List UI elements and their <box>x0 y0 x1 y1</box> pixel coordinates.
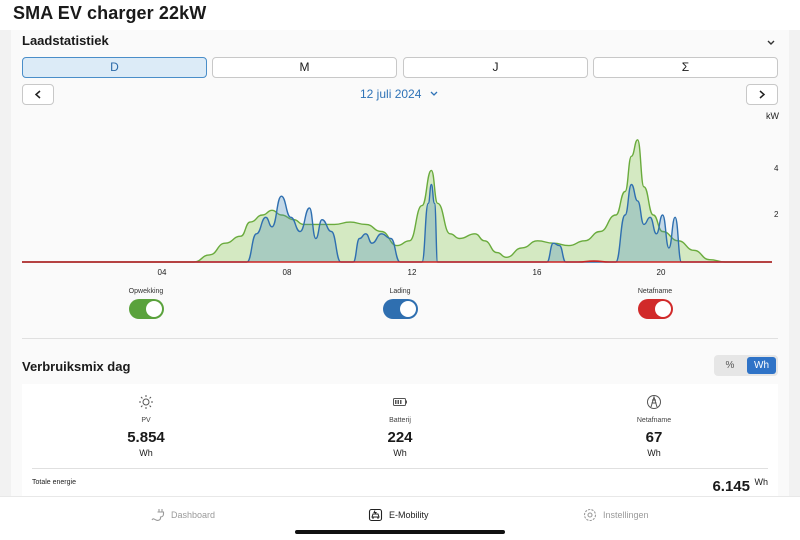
battery-icon <box>393 398 407 406</box>
next-day-button[interactable] <box>746 84 778 105</box>
date-selector[interactable]: 12 juli 2024 <box>360 87 439 101</box>
toggle-opwekking[interactable] <box>128 299 164 319</box>
sun-icon <box>139 395 153 409</box>
mix-label: PV <box>141 417 151 424</box>
legend-label: Netafname <box>637 288 673 295</box>
mix-item-pv: PV 5.854 Wh <box>86 394 206 458</box>
legend-label: Opwekking <box>128 288 164 295</box>
period-tab-day[interactable]: D <box>22 57 207 78</box>
mix-section-title: Verbruiksmix dag <box>22 359 131 374</box>
total-energy-label: Totale energie <box>32 479 76 486</box>
gear-icon <box>583 508 597 522</box>
legend-lading: Lading <box>365 288 435 324</box>
legend-label: Lading <box>389 288 411 295</box>
series-line-netafname <box>22 260 772 263</box>
home-indicator <box>295 530 505 534</box>
collapse-chevron-icon[interactable] <box>764 35 778 49</box>
mix-value: 5.854 <box>127 429 165 446</box>
unit-toggle: % Wh <box>714 355 778 376</box>
chevron-left-icon <box>34 90 41 99</box>
mix-panel: PV 5.854 Wh Batterij 224 Wh Netafname 67… <box>22 384 778 496</box>
app-header: SMA EV charger 22kW <box>0 0 800 30</box>
grid-pylon-icon <box>647 395 661 409</box>
tab-label: Instellingen <box>603 510 649 520</box>
mix-item-batterij: Batterij 224 Wh <box>340 394 460 458</box>
unit-option-wh[interactable]: Wh <box>747 357 776 374</box>
mix-item-netafname: Netafname 67 Wh <box>594 394 714 458</box>
plug-icon <box>151 509 165 521</box>
mix-unit: Wh <box>139 448 153 458</box>
tab-dashboard[interactable]: Dashboard <box>150 507 215 523</box>
tab-label: Dashboard <box>171 510 216 520</box>
legend-opwekking: Opwekking <box>111 288 181 324</box>
x-tick-label: 16 <box>532 268 542 277</box>
series-area-opwekking <box>22 139 772 262</box>
x-tick-label: 20 <box>656 268 666 277</box>
legend-netafname: Netafname <box>620 288 690 324</box>
tab-e-mobility[interactable]: E-Mobility <box>368 507 429 523</box>
stats-section-title: Laadstatistiek <box>22 33 109 48</box>
unit-option-percent[interactable]: % <box>725 360 735 371</box>
date-label: 12 juli 2024 <box>360 87 422 101</box>
mix-divider <box>32 468 768 469</box>
ev-car-icon <box>368 508 383 522</box>
prev-day-button[interactable] <box>22 84 54 105</box>
chevron-right-icon <box>759 90 766 99</box>
toggle-lading[interactable] <box>382 299 418 319</box>
mix-unit: Wh <box>647 448 661 458</box>
mix-label: Batterij <box>389 417 411 424</box>
mix-value: 224 <box>387 429 413 446</box>
tab-label: E-Mobility <box>389 510 429 520</box>
toggle-netafname[interactable] <box>637 299 673 319</box>
total-energy-unit: Wh <box>754 477 769 487</box>
series-line-opwekking <box>22 139 772 263</box>
y-tick-label: 4 <box>774 164 779 173</box>
mix-label: Netafname <box>636 417 672 424</box>
total-energy-value: 6.145 <box>712 478 750 495</box>
mix-unit: Wh <box>393 448 407 458</box>
mix-value: 67 <box>645 429 663 446</box>
x-tick-label: 08 <box>282 268 292 277</box>
charging-chart <box>22 139 772 263</box>
chart-unit-label: kW <box>766 111 779 121</box>
x-tick-label: 12 <box>407 268 417 277</box>
section-divider <box>22 338 778 339</box>
period-tab-total[interactable]: Σ <box>593 57 778 78</box>
period-tab-month[interactable]: M <box>212 57 397 78</box>
chevron-down-icon <box>430 91 438 96</box>
period-tab-year[interactable]: J <box>403 57 588 78</box>
y-tick-label: 2 <box>774 210 779 219</box>
x-tick-label: 04 <box>157 268 167 277</box>
app-title: SMA EV charger 22kW <box>13 3 207 23</box>
tab-instellingen[interactable]: Instellingen <box>582 507 649 523</box>
